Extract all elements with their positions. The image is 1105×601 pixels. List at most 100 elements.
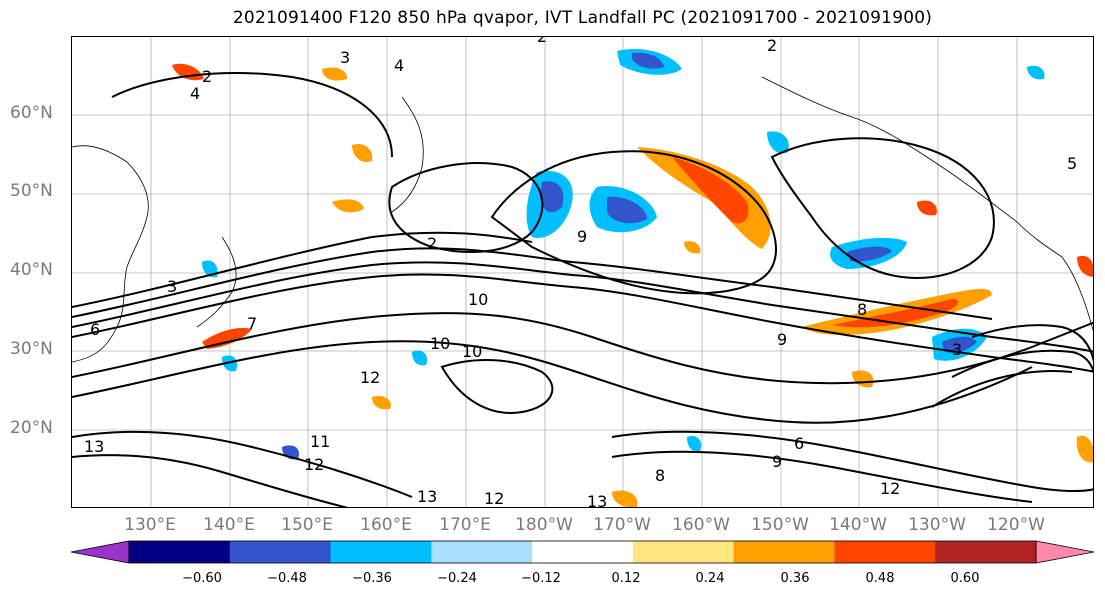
- contour-line: [490, 150, 777, 295]
- contour-line: [72, 261, 1093, 353]
- contour-line: [931, 370, 1073, 408]
- colorbar-segment: [330, 541, 432, 563]
- positive-anomaly-region: [612, 490, 638, 507]
- contour-label: 7: [247, 314, 257, 333]
- colorbar-tick-label: 0.24: [695, 571, 725, 586]
- contour-label: 4: [394, 56, 404, 75]
- colorbar-tick-label: −0.12: [521, 571, 561, 586]
- lat-label: 40°N: [10, 260, 53, 280]
- positive-anomaly-region: [637, 147, 771, 249]
- contour-line: [440, 359, 554, 414]
- colorbar-tick-label: 0.36: [780, 571, 810, 586]
- lat-label: 50°N: [10, 181, 53, 201]
- coastline-north-america: [1016, 221, 1093, 332]
- contour-line: [72, 340, 1033, 424]
- contour-label: 12: [484, 489, 504, 508]
- negative-anomaly-region: [767, 131, 789, 154]
- colorbar-tick-label: −0.48: [267, 571, 307, 586]
- colorbar-tick-label: −0.60: [182, 571, 222, 586]
- contour-line: [611, 450, 1033, 503]
- colorbar: [71, 540, 1094, 564]
- negative-anomaly-region: [687, 435, 702, 452]
- positive-anomaly-region: [1076, 435, 1093, 463]
- contour-line: [951, 349, 1093, 378]
- map-panel: 2 3 4 4 2 3 6 9 10 10 12 11 12 13 12 13 …: [71, 36, 1094, 508]
- negative-anomaly-region: [540, 181, 564, 213]
- lon-label: 180°W: [515, 515, 573, 535]
- contour-label: 6: [794, 434, 804, 453]
- positive-anomaly-region: [202, 327, 252, 349]
- colorbar-segment: [129, 541, 231, 563]
- map-canvas: 2 3 4 4 2 3 6 9 10 10 12 11 12 13 12 13 …: [72, 37, 1093, 508]
- contour-label: 9: [772, 452, 782, 471]
- coastline-alaska: [761, 76, 1018, 223]
- positive-anomaly-region: [352, 143, 373, 163]
- negative-anomaly-region: [942, 336, 977, 353]
- lon-label: 150°E: [281, 515, 333, 535]
- contour-label: 2: [427, 234, 437, 253]
- contour-line: [72, 273, 1093, 373]
- contour-label: 8: [655, 466, 665, 485]
- positive-anomaly-region: [917, 200, 937, 216]
- colorbar-segment: [935, 541, 1037, 563]
- contour-label: 2: [537, 37, 547, 46]
- contour-label: 10: [462, 342, 482, 361]
- lon-label: 140°W: [829, 515, 887, 535]
- colorbar-extend-high: [1035, 540, 1094, 564]
- contour-label: 4: [190, 84, 200, 103]
- contour-label: 5: [1067, 154, 1077, 173]
- contour-line: [770, 137, 995, 279]
- negative-anomaly-region: [632, 52, 664, 69]
- colorbar-segment: [229, 541, 332, 563]
- colorbar-tick-label: 0.12: [611, 571, 641, 586]
- contour-label: 3: [340, 48, 350, 67]
- coastline-kamchatka: [391, 96, 424, 213]
- lon-label: 140°E: [203, 515, 255, 535]
- contour-line: [388, 162, 544, 253]
- colorbar-tick-label: −0.36: [352, 571, 392, 586]
- lon-label: 170°W: [593, 515, 651, 535]
- positive-anomaly-region: [322, 67, 348, 81]
- coastline-asia: [72, 145, 149, 363]
- coastline-japan: [196, 236, 237, 328]
- contour-label: 2: [202, 67, 212, 86]
- lon-label: 150°W: [751, 515, 809, 535]
- lon-label: 170°E: [439, 515, 491, 535]
- positive-anomaly-region: [832, 299, 958, 328]
- colorbar-segment: [834, 541, 936, 563]
- positive-anomaly-region: [684, 241, 701, 254]
- contour-label: 9: [777, 330, 787, 349]
- ivt-contours: [72, 72, 1093, 507]
- contour-line: [611, 430, 1093, 493]
- contour-label: 13: [587, 492, 607, 508]
- coastlines: [72, 76, 1093, 363]
- contour-label: 8: [857, 300, 867, 319]
- contour-label: 10: [430, 334, 450, 353]
- contour-label: 10: [468, 290, 488, 309]
- positive-anomaly-region: [1077, 255, 1093, 277]
- contour-label: 3: [952, 340, 962, 359]
- lat-label: 20°N: [10, 418, 53, 438]
- contour-label: 12: [880, 479, 900, 498]
- contour-label: 9: [577, 227, 587, 246]
- lon-label: 130°W: [908, 515, 966, 535]
- contour-label: 13: [84, 437, 104, 456]
- contour-line: [72, 231, 533, 308]
- contour-line: [72, 454, 349, 507]
- qvapor-shading: [172, 49, 1093, 507]
- positive-anomaly-region: [852, 370, 874, 388]
- positive-anomaly-region: [372, 395, 391, 410]
- contour-line: [72, 247, 993, 320]
- colorbar-segment: [431, 541, 533, 563]
- contour-label: 2: [767, 37, 777, 55]
- colorbar-tick-label: 0.48: [865, 571, 895, 586]
- contour-line: [72, 430, 413, 498]
- contour-label: 11: [310, 432, 330, 451]
- positive-anomaly-region: [332, 199, 364, 213]
- colorbar-extend-low: [71, 540, 130, 564]
- lon-label: 160°E: [360, 515, 412, 535]
- contour-label: 12: [304, 455, 324, 474]
- lon-label: 160°W: [672, 515, 730, 535]
- lon-label: 130°E: [124, 515, 176, 535]
- colorbar-segment: [632, 541, 735, 563]
